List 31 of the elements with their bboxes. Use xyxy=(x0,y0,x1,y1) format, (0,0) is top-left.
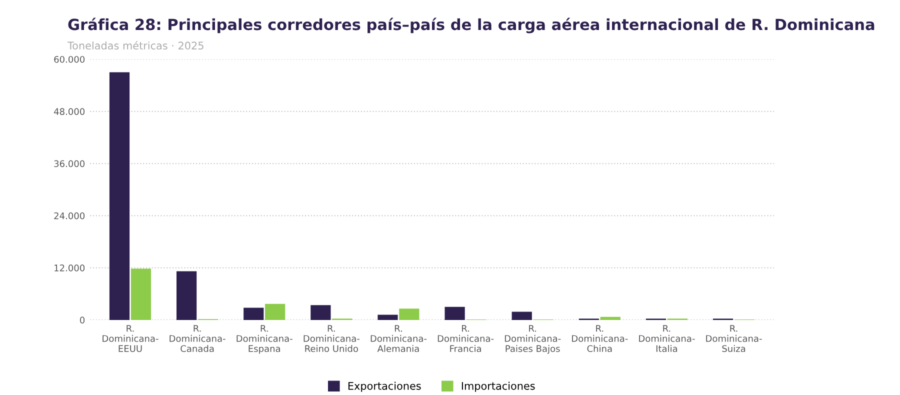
bar xyxy=(310,305,331,320)
x-tick-label: R. Dominicana- Canada xyxy=(170,325,226,352)
x-tick-label: R. Dominicana- Suiza xyxy=(706,325,762,352)
x-tick-label: R. Dominicana- China xyxy=(572,325,628,352)
x-tick-label: R. Dominicana- Paises Bajos xyxy=(504,325,561,354)
y-tick-label: 12.000 xyxy=(54,264,85,272)
bar xyxy=(512,312,532,320)
bar xyxy=(444,306,465,320)
x-tick-label: R. Dominicana- Francia xyxy=(438,325,494,352)
legend-label: Importaciones xyxy=(462,382,535,392)
chart-subtitle: Toneladas métricas · 2025 xyxy=(67,41,204,50)
y-tick-label: 60.000 xyxy=(54,56,85,63)
chart-title: Gráfica 28: Principales corredores país–país de la carga aérea internacional de R. Dominicana xyxy=(68,18,874,34)
bar xyxy=(265,304,286,320)
bar xyxy=(109,72,130,320)
y-tick-label: 0 xyxy=(80,316,85,324)
x-tick-label: R. Dominicana- Alemania xyxy=(370,325,427,352)
x-tick-label: R. Dominicana- Espana xyxy=(236,325,292,354)
y-tick-label: 24.000 xyxy=(54,212,85,220)
bar xyxy=(130,268,152,320)
y-tick-label: 36.000 xyxy=(54,160,85,168)
bar xyxy=(600,316,620,320)
x-tick-label: R. Dominicana- Italia xyxy=(639,325,695,352)
y-tick-label: 48.000 xyxy=(54,108,85,115)
legend-label: Exportaciones xyxy=(348,382,421,392)
x-tick-label: R. Dominicana- EEUU xyxy=(102,325,158,352)
bar xyxy=(399,308,420,320)
x-tick-label: R. Dominicana- Reino Unido xyxy=(304,325,360,352)
bar xyxy=(244,308,264,320)
bar xyxy=(378,314,398,320)
bar xyxy=(176,271,197,320)
